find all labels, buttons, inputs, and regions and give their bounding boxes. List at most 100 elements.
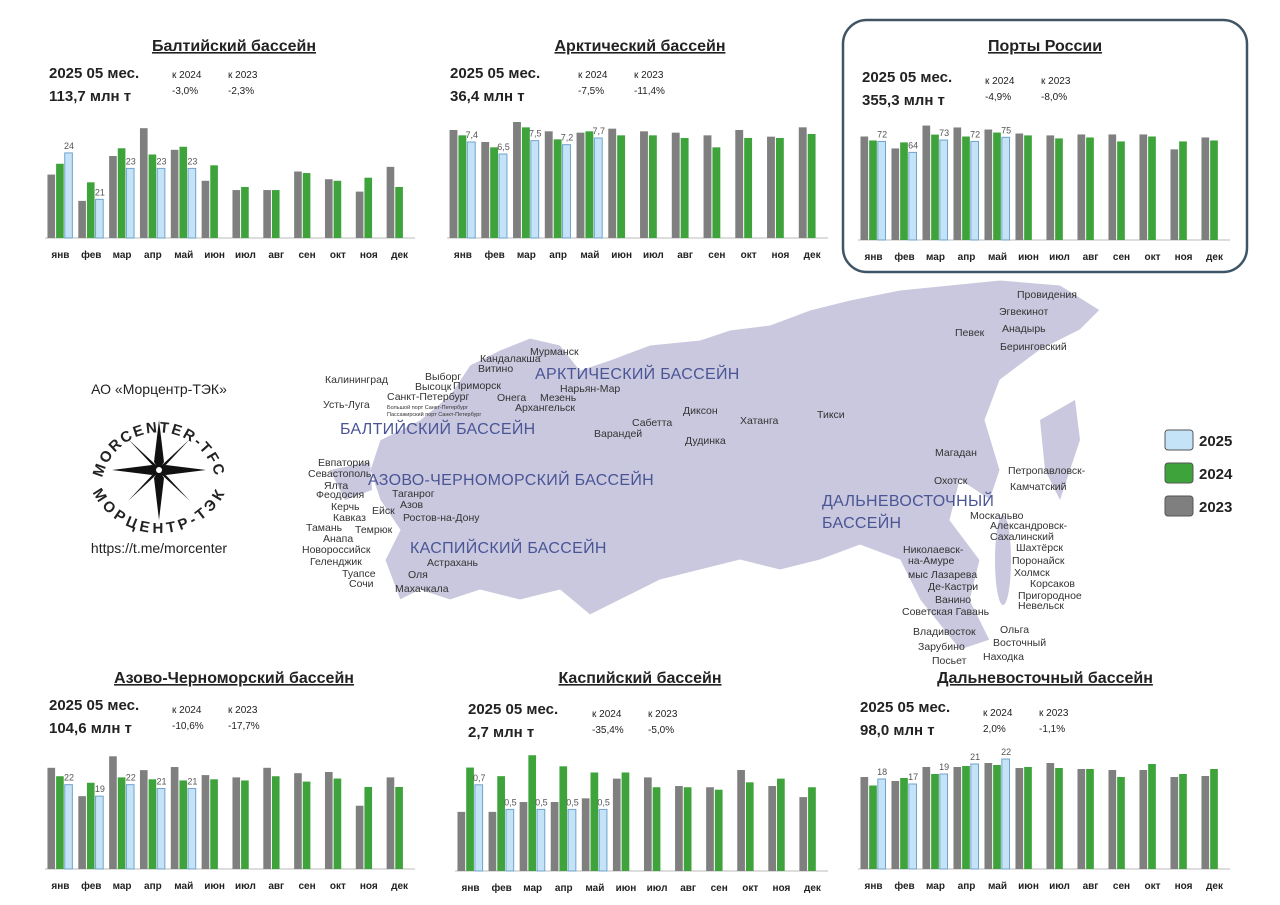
- basin-label: АЗОВО-ЧЕРНОМОРСКИЙ БАССЕЙН: [368, 470, 654, 489]
- bar: [712, 147, 721, 238]
- bar: [1139, 134, 1148, 240]
- bar: [617, 135, 626, 238]
- x-tick-label: фев: [491, 882, 511, 894]
- bar: [1086, 137, 1094, 240]
- bar: [671, 132, 680, 238]
- bar: [187, 788, 197, 870]
- port-label: Приморск: [453, 380, 501, 392]
- bar: [232, 777, 241, 869]
- x-tick-label: сен: [1113, 252, 1130, 263]
- bar: [970, 763, 980, 870]
- bar: [519, 802, 528, 871]
- port-label: Холмск: [1014, 567, 1050, 579]
- port-label: Кандалакша: [480, 353, 541, 365]
- legend-label: 2024: [1199, 466, 1233, 483]
- x-tick-label: май: [988, 252, 1007, 263]
- port-label: Калининград: [325, 374, 388, 386]
- port-label: Советская Гавань: [902, 606, 990, 618]
- bar: [984, 763, 993, 869]
- bar: [703, 135, 712, 238]
- bar: [1201, 776, 1210, 869]
- bar: [139, 770, 148, 869]
- bar: [953, 767, 962, 869]
- x-tick-label: янв: [51, 250, 69, 261]
- bar: [877, 778, 887, 870]
- total: 98,0 млн т: [860, 722, 935, 739]
- x-tick-label: мар: [926, 881, 945, 892]
- bar: [970, 140, 980, 241]
- x-tick-label: янв: [864, 881, 882, 892]
- port-label: Онега: [497, 392, 526, 404]
- port-label: Керчь: [331, 501, 360, 513]
- change-label: к 2024: [172, 70, 202, 81]
- bar: [683, 787, 692, 871]
- data-label: 23: [187, 156, 197, 166]
- bar: [1055, 138, 1063, 240]
- x-tick-label: июл: [647, 883, 668, 894]
- bar: [1170, 777, 1179, 869]
- bar: [302, 173, 311, 238]
- x-tick-label: янв: [462, 883, 480, 894]
- change-label: к 2023: [228, 70, 258, 81]
- x-tick-label: июн: [616, 883, 637, 894]
- bar: [744, 138, 753, 238]
- x-tick-label: ноя: [772, 883, 790, 894]
- change-value: -7,5%: [578, 86, 604, 97]
- change-value: -3,0%: [172, 86, 198, 97]
- bar: [156, 788, 166, 870]
- bar: [364, 786, 373, 869]
- bar: [241, 780, 249, 869]
- bar: [1148, 764, 1156, 869]
- bar: [466, 141, 476, 239]
- data-label: 7,4: [466, 130, 479, 140]
- change-value: -2,3%: [228, 86, 254, 97]
- bar: [481, 142, 490, 238]
- logo-url[interactable]: https://t.me/morcenter: [91, 540, 227, 556]
- x-tick-label: фев: [894, 880, 914, 892]
- change-value: -35,4%: [592, 725, 624, 736]
- total: 36,4 млн т: [450, 88, 525, 105]
- bar: [263, 767, 271, 869]
- bar: [1179, 774, 1187, 869]
- x-tick-label: окт: [330, 250, 346, 261]
- bar: [953, 127, 962, 240]
- port-label: Петропавловск-: [1008, 465, 1086, 477]
- bar: [1086, 769, 1094, 869]
- port-label: Зарубино: [918, 641, 965, 653]
- port-label: мыс Лазарева: [908, 569, 977, 581]
- port-label: Беринговский: [1000, 341, 1067, 353]
- bar: [1001, 136, 1011, 241]
- port-label: Де-Кастри: [928, 581, 978, 593]
- x-tick-label: мар: [926, 252, 945, 263]
- data-label: 21: [157, 777, 167, 787]
- bar: [768, 786, 777, 871]
- bar: [386, 777, 395, 869]
- basin-label: БАЛТИЙСКИЙ БАССЕЙН: [340, 419, 535, 438]
- bar: [148, 154, 157, 238]
- x-tick-label: ноя: [1175, 881, 1193, 892]
- x-tick-label: авг: [268, 250, 284, 261]
- bar: [263, 190, 271, 238]
- data-label: 64: [908, 140, 918, 150]
- bar: [900, 142, 908, 240]
- bar: [1046, 135, 1055, 240]
- port-label: Геленджик: [310, 556, 362, 568]
- x-tick-label: окт: [1144, 881, 1160, 892]
- port-label: Магадан: [935, 447, 977, 459]
- bar: [333, 180, 342, 238]
- bar: [939, 773, 949, 870]
- bar: [139, 128, 148, 238]
- port-label: Туапсе: [342, 568, 376, 580]
- port-label: Москальво: [970, 510, 1024, 522]
- bar: [117, 148, 126, 238]
- port-label: Николаевск-: [903, 544, 964, 556]
- x-tick-label: июн: [1018, 881, 1039, 892]
- data-label: 21: [187, 777, 197, 787]
- port-label: Посьет: [932, 655, 967, 667]
- bar: [498, 153, 508, 239]
- x-tick-label: мар: [113, 250, 132, 261]
- port-label: Таганрог: [392, 488, 435, 500]
- change-label: к 2024: [578, 70, 608, 81]
- x-tick-label: июн: [204, 250, 225, 261]
- x-tick-label: янв: [454, 250, 472, 261]
